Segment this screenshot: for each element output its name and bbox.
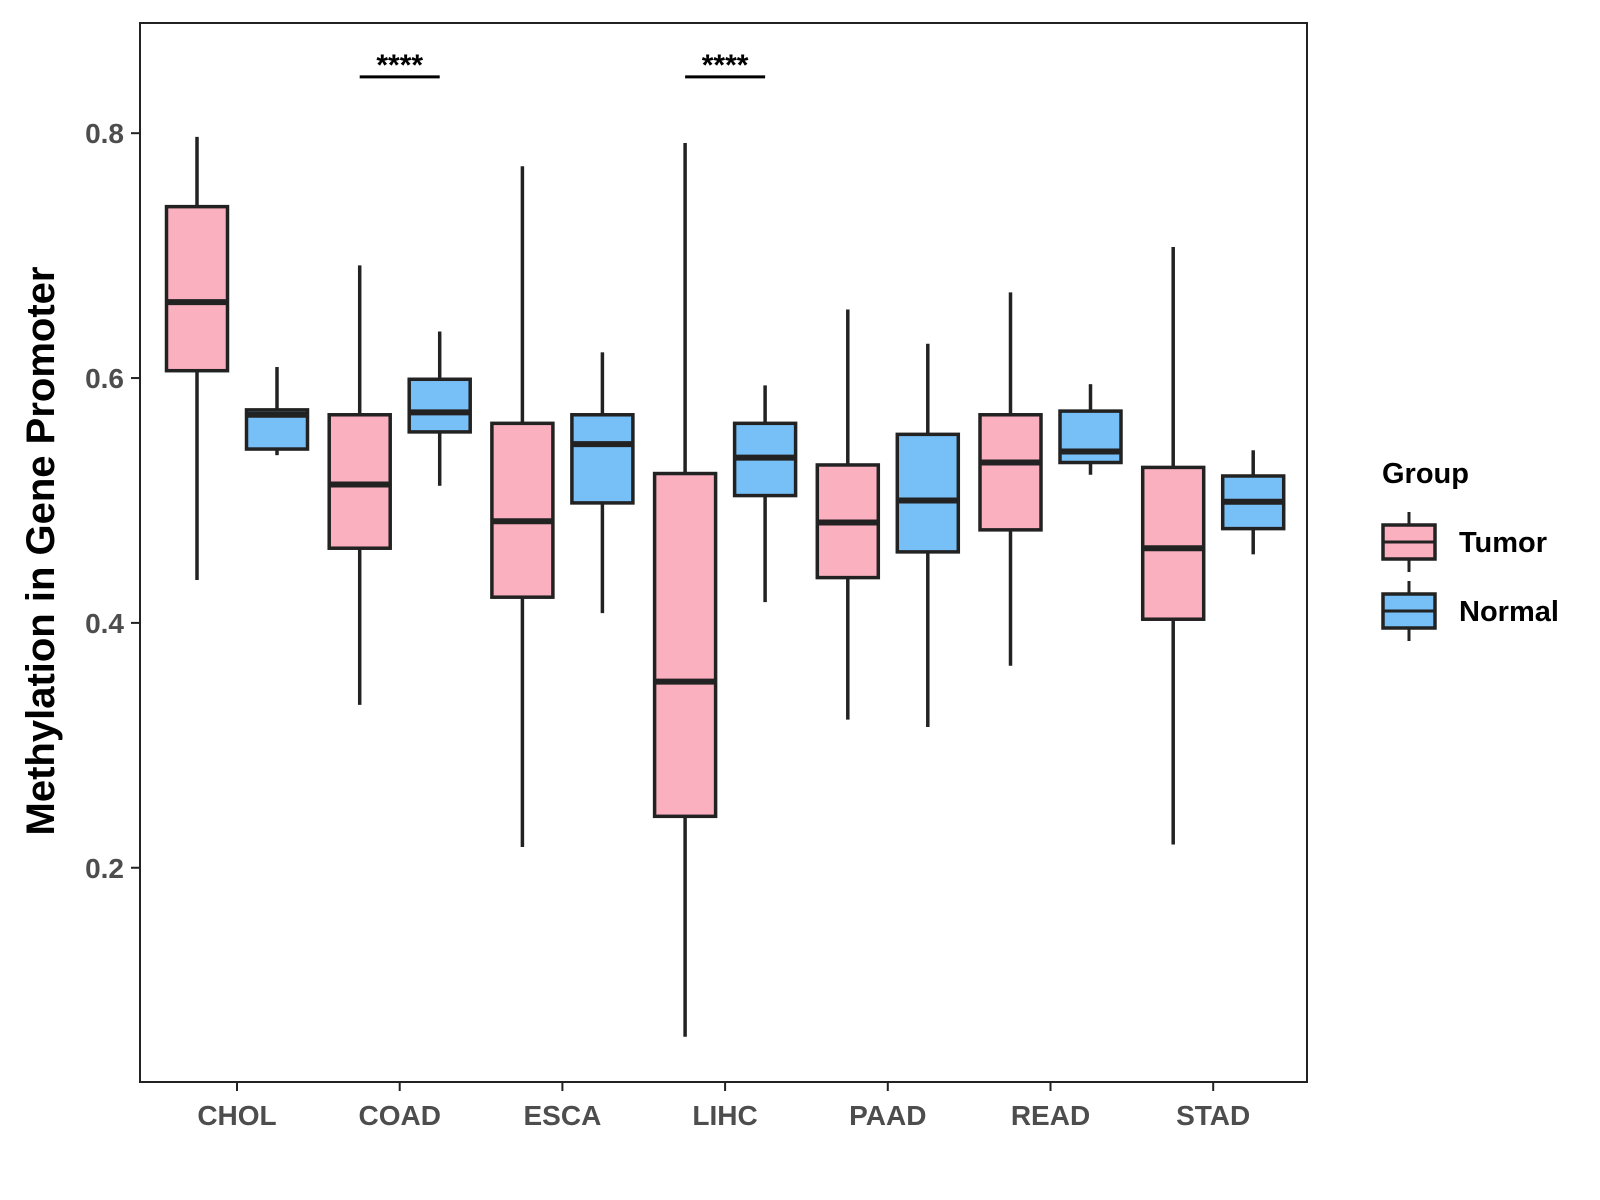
legend-label: Tumor xyxy=(1459,527,1547,559)
iqr-box xyxy=(327,413,392,550)
iqr-box xyxy=(407,377,472,434)
iqr-box xyxy=(570,413,635,505)
panel-border xyxy=(139,22,1308,1083)
significance-label: **** xyxy=(702,49,749,82)
x-tick-label: READ xyxy=(1011,1100,1090,1131)
x-tick-label: STAD xyxy=(1176,1100,1250,1131)
y-tick-label: 0.8 xyxy=(85,118,124,149)
box-tumor-chol xyxy=(164,136,230,581)
box-tumor-read xyxy=(978,292,1043,666)
significance-layer: **** **** xyxy=(359,49,766,82)
plot-panel xyxy=(139,22,1308,1083)
significance-label: **** xyxy=(376,49,423,82)
x-tick-label: CHOL xyxy=(197,1100,276,1131)
legend-title: Group xyxy=(1382,458,1469,490)
axis-layer: 0.2 0.4 0.6 0.8 CHOL COAD ESCA LIHC PAAD READ STAD xyxy=(85,118,1250,1131)
iqr-box xyxy=(1140,465,1206,621)
y-tick-label: 0.4 xyxy=(85,608,124,639)
box-layer xyxy=(164,136,1286,1037)
box-tumor-esca xyxy=(490,166,555,847)
box-normal-coad xyxy=(407,331,472,486)
box-normal-paad xyxy=(895,343,961,727)
legend-entries: Tumor Normal xyxy=(1381,512,1559,641)
x-tick-label: COAD xyxy=(358,1100,440,1131)
iqr-box xyxy=(490,421,555,599)
x-tick-label: PAAD xyxy=(849,1100,926,1131)
legend: Group Tumor Normal xyxy=(1381,458,1559,641)
box-normal-chol xyxy=(244,367,310,456)
box-tumor-stad xyxy=(1140,247,1206,845)
box-tumor-lihc xyxy=(652,142,718,1037)
box-normal-lihc xyxy=(732,385,798,603)
legend-item-tumor: Tumor xyxy=(1381,512,1547,572)
y-tick-label: 0.2 xyxy=(85,853,124,884)
iqr-box xyxy=(895,432,961,554)
box-tumor-coad xyxy=(327,265,392,705)
legend-label: Normal xyxy=(1459,596,1559,628)
iqr-box xyxy=(652,471,718,819)
box-normal-stad xyxy=(1220,450,1286,555)
legend-item-normal: Normal xyxy=(1381,581,1559,641)
iqr-box xyxy=(978,413,1043,532)
box-tumor-paad xyxy=(815,309,881,720)
box-normal-esca xyxy=(570,352,635,614)
y-tick-label: 0.6 xyxy=(85,363,124,394)
x-tick-label: ESCA xyxy=(524,1100,602,1131)
y-axis-title: Methylation in Gene Promoter xyxy=(19,267,63,836)
x-tick-label: LIHC xyxy=(692,1100,757,1131)
iqr-box xyxy=(1058,409,1123,465)
iqr-box xyxy=(164,204,230,373)
box-normal-read xyxy=(1058,384,1123,475)
